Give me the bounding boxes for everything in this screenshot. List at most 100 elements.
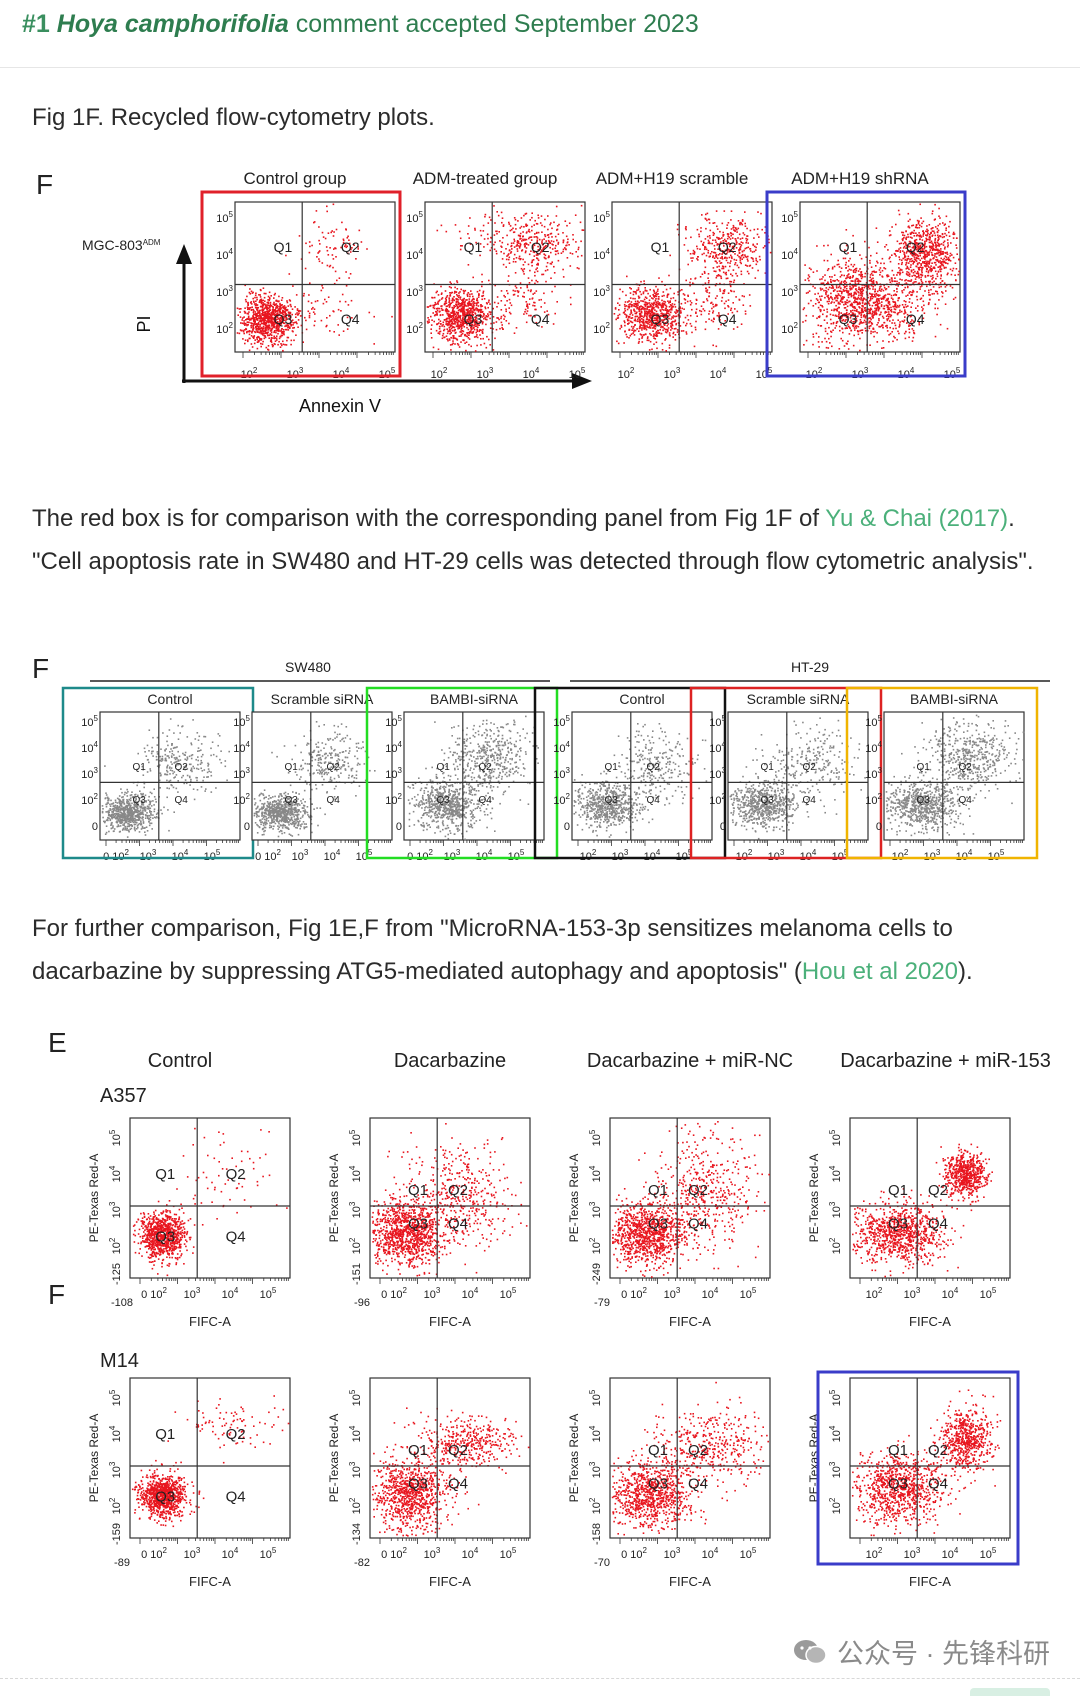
quadrant-label: Q3: [888, 1216, 908, 1233]
quadrant-label: Q4: [718, 311, 737, 327]
quadrant-label: Q1: [761, 762, 775, 773]
x-minor-ticks: [577, 840, 711, 846]
tick-label: 105: [709, 714, 726, 729]
tick-label: 105: [740, 1546, 757, 1561]
quadrant-label: Q2: [688, 1182, 708, 1199]
tick-label: 105: [980, 1286, 997, 1301]
tick-label: 105: [500, 1546, 517, 1561]
tick-label: 102: [866, 1546, 883, 1561]
flow-plot-5: Scramble siRNA Q1 Q2 Q3 Q4 105 104 103 102 0 102 10…: [689, 686, 883, 863]
x-minor-ticks: [379, 1538, 529, 1544]
scatter-points: [132, 1127, 288, 1277]
yu-chai-link[interactable]: Yu & Chai (2017): [825, 505, 1008, 532]
flow-plot-4: Control Q1 Q2 Q3 Q4 105 104 103 102 0 102 103 104 105: [533, 686, 727, 863]
panel-letter-f: F: [48, 1279, 65, 1310]
tick-label: 105: [980, 1546, 997, 1561]
tick-label: 103: [287, 366, 304, 381]
tick-label: 105: [379, 366, 396, 381]
tick-label: 105: [588, 1129, 603, 1146]
quadrant-label: Q4: [928, 1476, 948, 1493]
tick-label: 105: [593, 210, 610, 225]
comparison-paragraph-1: The red box is for comparison with the c…: [32, 497, 1042, 583]
quadrant-label: Q1: [285, 762, 299, 773]
quadrant-label: Q1: [648, 1442, 668, 1459]
tick-label: 105: [356, 848, 373, 863]
plot-area: [611, 201, 773, 353]
tick-label: 105: [944, 366, 961, 381]
scatter-points: [613, 210, 772, 352]
quadrant-label: Q1: [155, 1166, 175, 1183]
flow-plot-m14-2: Q1 Q2 Q3 Q4 PE-Texas Red-A 105 104 103 102 -134 0 …: [327, 1377, 531, 1589]
x-minor-ticks: [889, 840, 1023, 846]
quadrant-label: Q2: [479, 762, 493, 773]
y-axis-label: PE-Texas Red-A: [567, 1154, 581, 1243]
tick-label: 102: [828, 1237, 843, 1254]
tick-label: 103: [216, 284, 233, 299]
x-arrow-head: [572, 373, 592, 389]
x-axis-label: FIFC-A: [429, 1574, 471, 1589]
y-min-label: -125: [111, 1263, 123, 1285]
tick-label: 105: [740, 1286, 757, 1301]
tick-label: 103: [348, 1461, 363, 1478]
quadrant-label: Q2: [226, 1426, 246, 1443]
quadrant-label: Q1: [133, 762, 147, 773]
scatter-points: [253, 721, 376, 838]
tick-label: 104: [385, 740, 402, 755]
plot-title: Control: [619, 691, 664, 707]
x-min-label: -108: [111, 1297, 133, 1309]
hou-link[interactable]: Hou et al 2020: [802, 958, 958, 985]
quadrant-label: Q3: [155, 1488, 175, 1505]
tick-label: 103: [664, 1286, 681, 1301]
quadrant-label: Q3: [651, 311, 670, 327]
x-min-label: -79: [594, 1297, 610, 1309]
tick-label: 105: [508, 848, 525, 863]
cell-line-label: MGC-803ADM: [82, 237, 161, 253]
quadrant-label: Q2: [959, 762, 973, 773]
flow-plot-6: BAMBI-siRNA Q1 Q2 Q3 Q4 105 104 103 102 0 102 103 10…: [845, 686, 1039, 863]
tick-label: 104: [233, 740, 250, 755]
quadrant-label: Q2: [928, 1442, 948, 1459]
tick-label: 102: [406, 321, 423, 336]
x-minor-ticks: [105, 840, 239, 846]
tick-label: 0 102: [621, 1286, 647, 1301]
x-axis-label: FIFC-A: [909, 1574, 951, 1589]
footer-tab[interactable]: [970, 1688, 1050, 1696]
tick-label: 102: [81, 792, 98, 807]
tick-label: 105: [260, 1546, 277, 1561]
highlight-box: [689, 686, 883, 860]
tick-label: 103: [108, 1201, 123, 1218]
tick-label: 103: [233, 766, 250, 781]
tick-label: 104: [956, 848, 973, 863]
tick-label: 105: [260, 1286, 277, 1301]
tick-label: 105: [500, 1286, 517, 1301]
tick-label: 102: [108, 1237, 123, 1254]
quadrant-label: Q4: [906, 311, 925, 327]
tick-label: 103: [588, 1461, 603, 1478]
tick-label: 0: [720, 821, 726, 833]
flow-plot-4: ADM+H19 shRNA Q1 Q2 Q3 Q4 105 104 103 102 102 103 1…: [765, 169, 967, 381]
tick-label: 104: [588, 1165, 603, 1182]
tick-label: 103: [184, 1286, 201, 1301]
tick-label: 103: [852, 366, 869, 381]
tick-label: 103: [768, 848, 785, 863]
tick-label: 103: [477, 366, 494, 381]
tick-label: 103: [348, 1201, 363, 1218]
plot-area: [609, 1377, 771, 1539]
tick-label: 104: [800, 848, 817, 863]
flow-plot-m14-1: Q1 Q2 Q3 Q4 PE-Texas Red-A 105 104 103 102 -159 0 …: [87, 1377, 291, 1589]
tick-label: 102: [618, 366, 635, 381]
quadrant-label: Q4: [226, 1228, 246, 1245]
x-min-label: -89: [114, 1557, 130, 1569]
comment-title[interactable]: #1 Hoya camphorifolia comment accepted S…: [22, 10, 699, 39]
tick-label: 105: [988, 848, 1005, 863]
tick-label: 104: [172, 848, 189, 863]
quadrant-label: Q3: [917, 795, 931, 806]
tick-label: 104: [553, 740, 570, 755]
quadrant-label: Q4: [647, 795, 661, 806]
panel-letter: F: [36, 169, 53, 200]
quadrant-label: Q2: [327, 762, 341, 773]
tick-label: 103: [81, 766, 98, 781]
tick-label: 102: [709, 792, 726, 807]
quadrant-label: Q3: [761, 795, 775, 806]
quadrant-label: Q3: [133, 795, 147, 806]
